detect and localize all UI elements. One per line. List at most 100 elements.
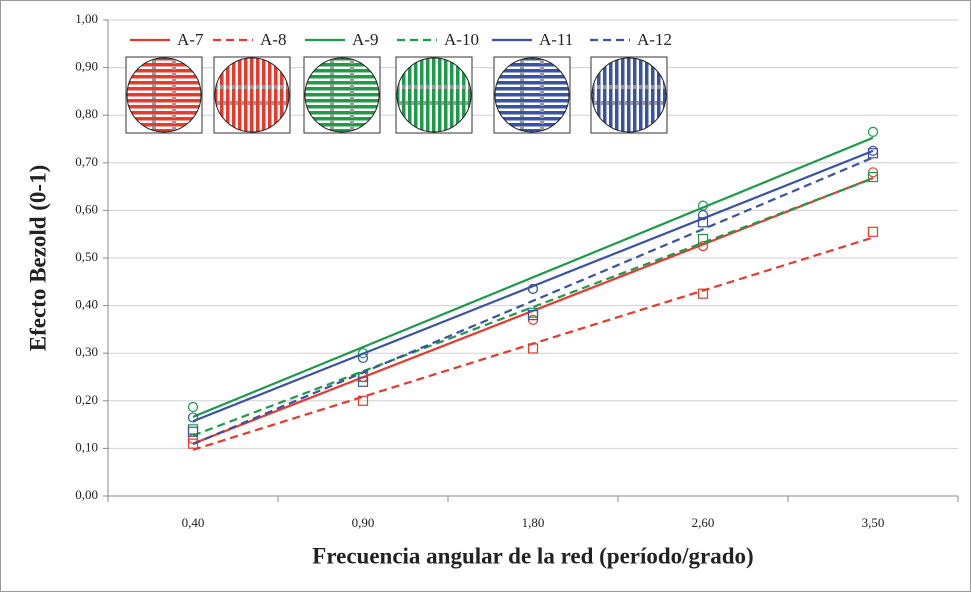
icon-outline — [304, 57, 380, 133]
icon-stripe — [639, 58, 643, 132]
trend-line — [192, 136, 874, 418]
icon-stripe — [127, 99, 201, 103]
icon-test — [215, 85, 289, 105]
data-point — [357, 348, 369, 359]
icon-stripe — [495, 69, 569, 73]
icon-stripe — [268, 58, 272, 132]
data-point — [867, 126, 879, 137]
icon-stripe — [495, 58, 569, 61]
icon-stripe — [286, 58, 289, 132]
icon-stripe — [305, 99, 379, 103]
icon-stripe — [615, 58, 619, 132]
icon-stripe — [262, 58, 266, 132]
legend-label: A-11 — [539, 30, 573, 49]
icon-stripe — [495, 123, 569, 127]
icon-stripe — [462, 58, 466, 132]
icon-stripe — [305, 58, 379, 61]
icon-stripe — [127, 123, 201, 127]
icon-stripe — [305, 117, 379, 121]
icon-stripe — [495, 99, 569, 103]
icon-stripe — [274, 58, 278, 132]
icon — [495, 58, 569, 132]
x-tick-label: 2,60 — [692, 515, 715, 530]
icon-stripe — [127, 81, 201, 85]
legend-label: A-9 — [352, 30, 378, 49]
icon-stripe — [238, 58, 242, 132]
icon-stripe — [127, 75, 201, 79]
y-tick-label: 0,30 — [75, 344, 98, 359]
icon-stripe — [609, 58, 613, 132]
icon-stripe — [127, 69, 201, 73]
icon-stripe — [244, 58, 248, 132]
icon-stripe — [651, 58, 655, 132]
icon-stripe — [420, 58, 424, 132]
icon-stripe — [305, 111, 379, 115]
icon-stripe — [657, 58, 661, 132]
y-tick-label: 0,80 — [75, 106, 98, 121]
data-point — [697, 217, 709, 228]
icon-stripe — [232, 58, 236, 132]
x-tick-label: 0,90 — [352, 515, 375, 530]
x-tick-label: 3,50 — [862, 515, 885, 530]
data-point — [357, 352, 369, 364]
icon-stripe — [495, 93, 569, 97]
icon-stripe — [592, 58, 595, 132]
icon-test — [592, 85, 666, 105]
data-point — [187, 412, 199, 423]
icon-stripe — [305, 63, 379, 67]
icon-stripe — [495, 129, 569, 132]
icon-stripe — [305, 69, 379, 73]
icon-stripe — [127, 58, 201, 61]
icon-stripe — [456, 58, 460, 132]
data-point — [867, 171, 879, 183]
y-tick-label: 0,90 — [75, 59, 98, 74]
data-point — [527, 310, 539, 321]
icon-stripe — [444, 58, 448, 132]
y-tick-label: 0,40 — [75, 297, 98, 312]
icon — [215, 58, 289, 132]
x-tick-label: 1,80 — [522, 515, 545, 530]
icon-stripe — [127, 117, 201, 121]
trend-line — [192, 177, 874, 437]
y-tick-label: 0,20 — [75, 392, 98, 407]
data-point — [357, 376, 369, 387]
trend-line — [192, 149, 874, 423]
icon-stripe — [280, 58, 284, 132]
icon-stripe — [226, 58, 230, 132]
y-tick-label: 1,00 — [75, 11, 98, 26]
icon-stripe — [305, 81, 379, 85]
data-point — [867, 148, 879, 159]
icon-stripe — [495, 111, 569, 115]
icon-stripe — [402, 58, 406, 132]
icon-stripe — [426, 58, 430, 132]
icon-outline — [494, 57, 570, 133]
icon-stripe — [495, 63, 569, 67]
data-point — [697, 210, 709, 221]
icon-stripe — [127, 93, 201, 97]
icon-stripe — [438, 58, 442, 132]
icon — [127, 58, 201, 132]
icon-stripe — [645, 58, 649, 132]
icon-stripe — [127, 105, 201, 109]
icon-stripe — [305, 87, 379, 91]
icon-stripe — [305, 93, 379, 97]
data-point — [187, 438, 199, 449]
icon-stripe — [256, 58, 260, 132]
icon-outline — [591, 57, 667, 133]
icon-stripe — [127, 111, 201, 115]
icon-stripe — [215, 58, 218, 132]
y-tick-label: 0,60 — [75, 201, 98, 216]
icon-stripe — [127, 129, 201, 132]
data-point — [697, 288, 709, 299]
legend-label: A-12 — [637, 30, 672, 49]
icon-stripe — [250, 58, 254, 132]
icon-stripe — [305, 75, 379, 79]
icon-outline — [396, 57, 472, 133]
icon-stripe — [414, 58, 418, 132]
data-point — [697, 241, 709, 252]
icon-stripe — [127, 87, 201, 91]
icon-stripe — [633, 58, 637, 132]
y-tick-label: 0,50 — [75, 249, 98, 264]
legend-label: A-10 — [444, 30, 479, 49]
x-axis-label: Frecuencia angular de la red (período/gr… — [312, 543, 753, 568]
